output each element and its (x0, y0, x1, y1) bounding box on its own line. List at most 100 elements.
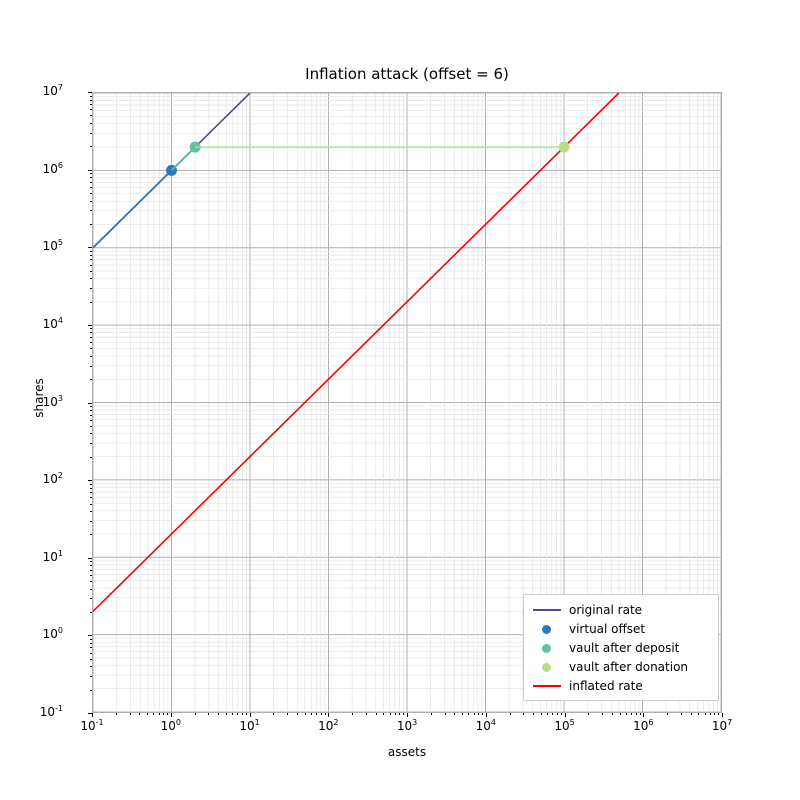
x-tick-label: 105 (554, 718, 575, 733)
x-tickmark (245, 713, 247, 715)
x-tickmark (560, 713, 562, 715)
x-tickmark (232, 713, 233, 715)
x-tickmark (625, 713, 627, 715)
y-tickmark (90, 250, 92, 252)
x-tickmark (241, 713, 243, 715)
y-tickmark (90, 95, 92, 97)
y-tick-label: 105 (42, 238, 63, 254)
x-tickmark (611, 713, 613, 715)
y-tickmark (90, 342, 92, 344)
legend-item[interactable]: virtual offset (531, 619, 711, 638)
y-tickmark (90, 588, 92, 590)
x-tickmark (352, 713, 353, 715)
x-tickmark (643, 713, 645, 717)
legend-item[interactable]: inflated rate (531, 676, 711, 695)
y-tickmark (88, 247, 92, 249)
legend-line-swatch (533, 608, 561, 611)
x-tickmark (170, 713, 172, 717)
y-axis-label: shares (32, 378, 46, 418)
y-tickmark (90, 365, 92, 367)
y-tickmark (90, 259, 92, 261)
x-tickmark (473, 713, 475, 715)
y-tickmark (90, 642, 92, 644)
x-tickmark (509, 713, 511, 715)
legend-item[interactable]: vault after donation (531, 657, 711, 676)
x-tick-label: 107 (711, 718, 733, 733)
y-tickmark (90, 598, 92, 600)
x-tickmark (635, 713, 637, 715)
y-tickmark (90, 561, 92, 563)
x-tickmark (639, 713, 641, 715)
x-tickmark (588, 713, 590, 715)
y-tickmark (88, 557, 92, 559)
x-tickmark (208, 713, 210, 715)
legend-item-label: inflated rate (569, 678, 643, 693)
x-tick-label: 100 (160, 718, 181, 733)
x-tickmark (194, 713, 196, 715)
x-tickmark (680, 713, 682, 715)
x-tickmark (709, 713, 711, 715)
x-tickmark (167, 713, 169, 715)
y-tickmark (90, 210, 92, 212)
y-tickmark (90, 336, 92, 338)
y-tick-label: 102 (42, 471, 63, 487)
y-tickmark (90, 483, 92, 485)
x-tickmark (564, 713, 566, 717)
y-tickmark (90, 332, 92, 334)
y-tickmark (90, 666, 92, 668)
y-tickmark (90, 419, 92, 421)
y-tickmark (90, 612, 92, 613)
x-tickmark (540, 713, 542, 715)
y-tickmark (88, 402, 92, 404)
x-tick-label: 101 (239, 718, 260, 733)
y-tickmark (90, 575, 92, 576)
x-tickmark (399, 713, 401, 715)
y-tickmark (88, 92, 92, 93)
y-tickmark (90, 406, 92, 408)
y-tickmark (90, 676, 92, 677)
x-tickmark (225, 713, 227, 715)
x-tickmark (704, 713, 706, 715)
legend-item[interactable]: original rate (531, 600, 711, 619)
y-tickmark (90, 287, 92, 289)
y-tickmark (90, 104, 92, 105)
legend-key (531, 641, 563, 655)
x-tickmark (237, 713, 239, 715)
x-tick-label: 10-1 (80, 718, 104, 733)
x-tick-label: 106 (633, 718, 654, 733)
legend-dot-swatch (542, 662, 551, 672)
legend-item-label: original rate (569, 602, 643, 617)
y-tick-label: 104 (42, 315, 63, 331)
y-tickmark (90, 652, 92, 654)
y-tick-label: 100 (42, 626, 63, 642)
y-tickmark (90, 99, 92, 101)
x-tickmark (328, 713, 330, 717)
x-tickmark (631, 713, 633, 715)
x-tickmark (304, 713, 306, 715)
x-tickmark (129, 713, 131, 715)
x-tickmark (485, 713, 487, 717)
y-tickmark (90, 264, 92, 266)
y-tickmark (90, 223, 92, 225)
y-tickmark (90, 638, 92, 640)
legend-item[interactable]: vault after deposit (531, 638, 711, 657)
legend-dot-swatch (542, 624, 551, 634)
x-tickmark (482, 713, 484, 715)
y-tickmark (90, 492, 92, 494)
x-tickmark (547, 713, 548, 715)
y-tickmark (90, 122, 92, 124)
y-tickmark (90, 456, 92, 458)
x-tickmark (163, 713, 165, 715)
chart-legend: original rate virtual offset vault after… (523, 594, 719, 701)
y-tickmark (90, 254, 92, 256)
x-tickmark (273, 713, 275, 715)
y-tickmark (90, 658, 92, 660)
y-tickmark (90, 355, 92, 357)
y-tickmark (90, 581, 92, 583)
x-tickmark (320, 713, 322, 715)
y-tickmark (90, 414, 92, 416)
y-tickmark (90, 109, 92, 111)
y-tickmark (90, 425, 92, 427)
x-tick-label: 102 (318, 718, 339, 733)
legend-item-label: vault after deposit (569, 640, 680, 655)
